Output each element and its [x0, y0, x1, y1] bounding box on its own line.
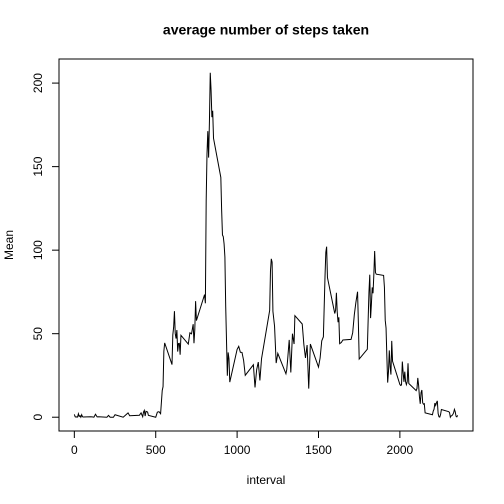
chart-title: average number of steps taken [163, 22, 369, 38]
y-tick-label: 200 [31, 73, 45, 93]
y-tick-label: 0 [31, 414, 45, 421]
data-line [73, 72, 459, 419]
x-tick-label: 1500 [305, 443, 332, 457]
y-tick-label: 150 [31, 156, 45, 176]
y-tick-label: 50 [31, 327, 45, 341]
x-tick-label: 0 [71, 443, 78, 457]
x-tick-label: 500 [146, 443, 166, 457]
x-tick-label: 2000 [387, 443, 414, 457]
x-axis-label: interval [247, 473, 286, 487]
x-tick-label: 1000 [224, 443, 251, 457]
y-axis-label: Mean [2, 230, 16, 260]
y-tick-label: 100 [31, 240, 45, 260]
plot-frame [58, 58, 474, 432]
